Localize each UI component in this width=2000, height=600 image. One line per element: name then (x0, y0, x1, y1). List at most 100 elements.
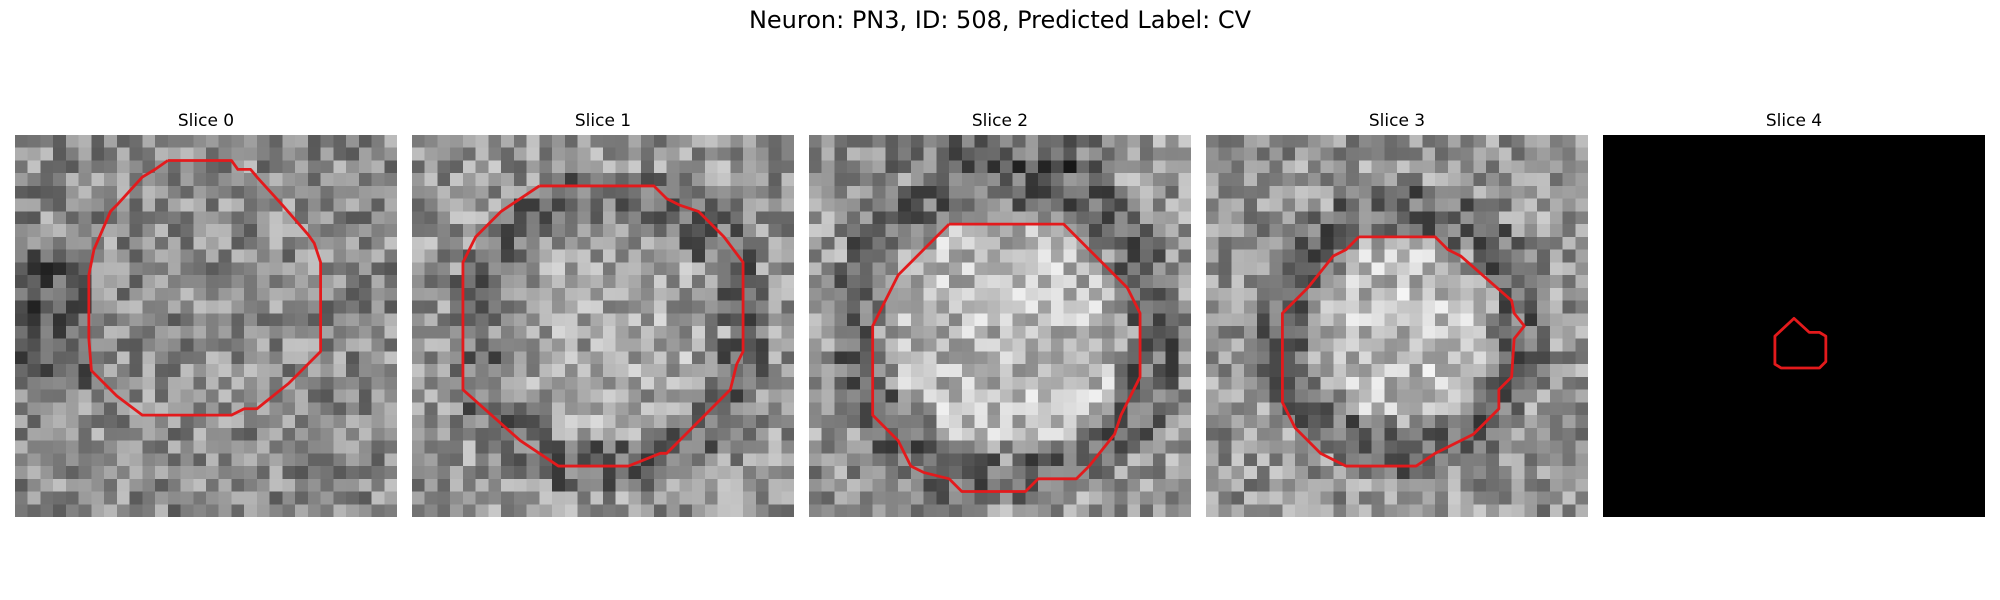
pixel (834, 198, 848, 212)
pixel (923, 224, 937, 238)
pixel (1282, 135, 1296, 148)
pixel (65, 173, 79, 187)
pixel (371, 135, 385, 148)
pixel (809, 185, 822, 199)
pixel (847, 198, 861, 212)
pixel (1460, 173, 1474, 187)
pixel (1206, 249, 1219, 263)
pixel (987, 402, 1001, 416)
pixel (371, 249, 385, 263)
pixel (358, 211, 372, 225)
pixel (1486, 504, 1500, 517)
pixel (949, 351, 963, 365)
pixel (1218, 504, 1232, 517)
pixel (704, 262, 718, 276)
pixel (1320, 236, 1334, 250)
pixel (1473, 338, 1487, 352)
pixel (1473, 300, 1487, 314)
pixel (27, 185, 41, 199)
pixel (142, 135, 156, 148)
pixel (885, 198, 899, 212)
pixel (218, 275, 232, 289)
pixel (1101, 160, 1115, 174)
pixel (910, 147, 924, 161)
pixel (1549, 504, 1563, 517)
pixel (730, 389, 744, 403)
pixel (1371, 275, 1385, 289)
pixel (974, 364, 988, 378)
pixel (1178, 224, 1191, 238)
pixel (1358, 364, 1372, 378)
pixel (1152, 504, 1166, 517)
pixel (269, 478, 283, 492)
pixel (53, 326, 67, 339)
pixel (1025, 351, 1039, 365)
pixel (603, 147, 616, 161)
pixel (1089, 376, 1103, 390)
pixel (526, 415, 540, 429)
pixel (898, 147, 912, 161)
pixel (692, 236, 706, 250)
pixel-grid (412, 135, 794, 517)
pixel (1537, 173, 1551, 187)
pixel (1244, 351, 1258, 365)
pixel (923, 376, 937, 390)
pixel (1307, 198, 1321, 212)
pixel (1511, 173, 1525, 187)
pixel (1076, 415, 1090, 429)
pixel (1397, 389, 1410, 403)
pixel (218, 440, 232, 454)
pixel (1063, 351, 1077, 365)
pixel (1575, 160, 1588, 174)
pixel (936, 300, 950, 314)
pixel (987, 262, 1001, 276)
pixel (167, 326, 181, 339)
pixel (358, 478, 372, 492)
pixel (371, 415, 385, 429)
pixel (40, 491, 54, 505)
pixel (730, 300, 744, 314)
pixel (231, 249, 245, 263)
pixel (116, 427, 130, 441)
pixel (1025, 491, 1039, 505)
pixel (679, 173, 693, 187)
pixel (717, 326, 731, 339)
pixel (1307, 389, 1321, 403)
pixel (1447, 466, 1461, 480)
pixel (307, 440, 321, 454)
pixel (1498, 478, 1512, 492)
pixel (910, 262, 924, 276)
pixel (488, 135, 502, 148)
pixel (859, 415, 873, 429)
pixel (180, 440, 194, 454)
pixel (501, 287, 515, 301)
pixel (834, 173, 848, 187)
pixel (564, 364, 578, 378)
pixel (475, 478, 489, 492)
pixel (936, 376, 950, 390)
pixel (371, 326, 385, 339)
pixel (1101, 402, 1115, 416)
pixel (755, 211, 769, 225)
pixel (129, 351, 143, 365)
pixel (1435, 262, 1449, 276)
pixel (717, 313, 731, 327)
pixel (371, 351, 385, 365)
pixel (679, 364, 693, 378)
pixel (1206, 478, 1219, 492)
pixel (679, 300, 693, 314)
pixel (1038, 198, 1052, 212)
slice-panel-2: Slice 2 (809, 109, 1191, 517)
pixel (155, 236, 169, 250)
pixel (155, 453, 169, 467)
pixel (333, 211, 347, 225)
pixel (781, 160, 794, 174)
pixel (437, 300, 451, 314)
pixel (91, 300, 105, 314)
pixel (1269, 376, 1283, 390)
pixel (666, 376, 680, 390)
pixel (641, 313, 655, 327)
pixel (847, 135, 861, 148)
pixel (730, 135, 744, 148)
pixel (307, 415, 321, 429)
